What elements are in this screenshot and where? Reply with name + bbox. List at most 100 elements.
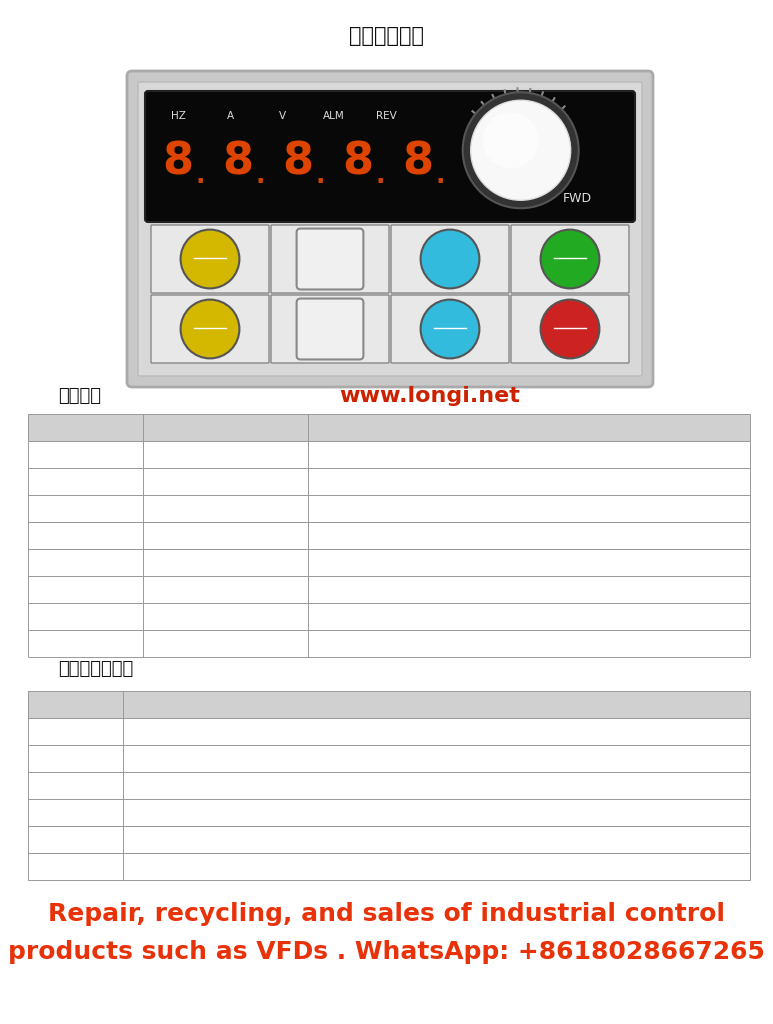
Text: .: . [315, 164, 325, 188]
Text: 递增键: 递增键 [214, 502, 237, 515]
Text: 功能: 功能 [203, 264, 216, 274]
Text: 运行键: 运行键 [214, 583, 237, 596]
FancyBboxPatch shape [271, 295, 389, 362]
Circle shape [540, 229, 599, 289]
Text: 电流单位: 电流单位 [131, 833, 161, 846]
Bar [28, 603, 750, 630]
Text: 运行: 运行 [564, 264, 577, 274]
Text: V: V [71, 860, 80, 873]
Text: 故障指示灯，灯快烁表示处于故障状态。: 故障指示灯，灯快烁表示处于故障状态。 [131, 779, 266, 792]
Text: 8: 8 [403, 140, 434, 183]
Bar [28, 630, 750, 657]
Text: 操作面板说明: 操作面板说明 [349, 26, 424, 46]
Text: 变频器正转指示灯，灯亮时表示正转运行状态。: 变频器正转指示灯，灯亮时表示正转运行状态。 [131, 752, 288, 765]
Text: FUNC: FUNC [191, 313, 229, 327]
Text: 频率单位: 频率单位 [131, 806, 161, 819]
Text: 按键符号: 按键符号 [70, 421, 100, 434]
Text: 8: 8 [162, 140, 193, 183]
Text: 递减键: 递减键 [214, 529, 237, 542]
Bar [28, 691, 750, 718]
Circle shape [482, 113, 539, 168]
Circle shape [421, 229, 479, 289]
FancyBboxPatch shape [127, 71, 653, 387]
Text: .: . [196, 164, 205, 188]
Text: ENTER: ENTER [65, 475, 107, 488]
Text: 按键说明: 按键说明 [58, 387, 101, 406]
Bar [28, 575, 750, 603]
FancyBboxPatch shape [297, 299, 363, 359]
Bar [28, 745, 750, 772]
Text: ALM: ALM [63, 779, 89, 792]
Bar [28, 414, 750, 441]
Text: 编程键: 编程键 [214, 449, 237, 461]
Bar [28, 468, 750, 495]
Text: 功能指示灯说明: 功能指示灯说明 [58, 660, 133, 678]
Text: 8: 8 [223, 140, 254, 183]
FancyBboxPatch shape [145, 91, 635, 222]
Text: FWD: FWD [563, 193, 591, 206]
Text: 确认: 确认 [444, 334, 457, 344]
FancyBboxPatch shape [138, 82, 642, 376]
Text: A: A [71, 833, 80, 846]
Text: .: . [255, 164, 264, 188]
Text: 8: 8 [403, 140, 434, 183]
Text: 8: 8 [223, 140, 254, 183]
Circle shape [181, 229, 240, 289]
Text: www.longi.net: www.longi.net [339, 386, 520, 406]
Text: ►►: ►► [427, 245, 474, 273]
Bar [28, 718, 750, 745]
Circle shape [540, 300, 599, 358]
Text: 停止/复位: 停止/复位 [555, 334, 585, 344]
Text: ENTER: ENTER [427, 313, 473, 327]
FancyBboxPatch shape [391, 225, 509, 293]
Circle shape [421, 300, 479, 358]
Text: Repair, recycling, and sales of industrial control: Repair, recycling, and sales of industri… [47, 902, 724, 926]
Text: ▲: ▲ [80, 502, 90, 515]
Text: 说明: 说明 [429, 698, 444, 711]
Text: .: . [435, 164, 444, 188]
Text: 数据或功能码的递减: 数据或功能码的递减 [316, 529, 383, 542]
Text: 数据或功能码的递增: 数据或功能码的递增 [316, 502, 383, 515]
Text: ▼: ▼ [318, 314, 342, 343]
Text: RUN: RUN [555, 244, 585, 256]
Text: 8: 8 [342, 140, 373, 183]
Text: 确定键: 确定键 [214, 475, 237, 488]
Text: ►►: ►► [76, 556, 95, 569]
Text: 选择参数修改位及显示内容: 选择参数修改位及显示内容 [316, 556, 406, 569]
Text: 8: 8 [342, 140, 373, 183]
Text: ALM: ALM [323, 111, 345, 121]
Text: PRG: PRG [73, 449, 98, 461]
FancyBboxPatch shape [151, 295, 269, 362]
Text: 停止/复位键: 停止/复位键 [205, 610, 247, 623]
Bar [28, 441, 750, 468]
Text: ▲: ▲ [318, 245, 342, 273]
Text: 电压单位: 电压单位 [131, 860, 161, 873]
Text: products such as VFDs . WhatsApp: +8618028667265: products such as VFDs . WhatsApp: +86180… [8, 940, 764, 964]
FancyBboxPatch shape [511, 295, 629, 362]
Text: 停止/复位操作。: 停止/复位操作。 [316, 610, 373, 623]
Circle shape [471, 100, 570, 201]
FancyBboxPatch shape [271, 225, 389, 293]
Text: 8: 8 [282, 140, 314, 183]
Text: 点动: 点动 [203, 334, 216, 344]
Text: ▼: ▼ [80, 529, 90, 542]
Text: 指示灯名称: 指示灯名称 [56, 698, 94, 711]
Text: 变频器反转指示灯，灯亮时表示反转运行状态。: 变频器反转指示灯，灯亮时表示反转运行状态。 [131, 725, 288, 738]
Text: STOP: STOP [551, 313, 589, 327]
FancyBboxPatch shape [511, 225, 629, 293]
Text: FWD: FWD [61, 752, 90, 765]
Circle shape [181, 300, 240, 358]
Text: REV: REV [376, 111, 397, 121]
Text: 名称: 名称 [218, 421, 233, 434]
Text: 移位键: 移位键 [214, 556, 237, 569]
Bar [28, 826, 750, 853]
Text: 进入菜单、确认参数设定: 进入菜单、确认参数设定 [316, 475, 399, 488]
Circle shape [463, 92, 579, 208]
FancyBboxPatch shape [151, 225, 269, 293]
Text: 键盘操作方式下运行操作: 键盘操作方式下运行操作 [316, 583, 399, 596]
Text: .: . [376, 164, 385, 188]
Text: HZ: HZ [171, 111, 186, 121]
Text: REV: REV [63, 725, 88, 738]
Text: 根据功能切换选择: 根据功能切换选择 [316, 637, 376, 650]
Text: A: A [226, 111, 233, 121]
